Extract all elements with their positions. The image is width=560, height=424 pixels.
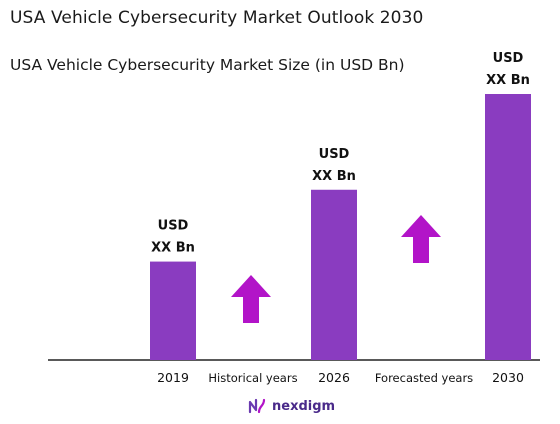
category-label: 2019 bbox=[157, 370, 189, 385]
category-label: 2030 bbox=[492, 370, 524, 385]
data-label: XX Bn bbox=[151, 241, 195, 256]
bar-2026 bbox=[311, 189, 357, 360]
bar-2019 bbox=[150, 261, 196, 360]
period-label: Historical years bbox=[208, 371, 297, 385]
footer-brand: nexdigm bbox=[248, 398, 335, 414]
data-label: USD bbox=[493, 51, 524, 66]
up-arrow-icon bbox=[231, 275, 271, 323]
nexdigm-logo-icon bbox=[248, 398, 266, 414]
chart-subtitle: USA Vehicle Cybersecurity Market Size (i… bbox=[10, 56, 405, 74]
page-title: USA Vehicle Cybersecurity Market Outlook… bbox=[10, 8, 424, 28]
data-label: USD bbox=[319, 147, 350, 162]
period-label: Forecasted years bbox=[375, 371, 473, 385]
data-label: XX Bn bbox=[312, 169, 356, 184]
data-label: XX Bn bbox=[486, 73, 530, 88]
category-label: 2026 bbox=[318, 370, 350, 385]
data-label: USD bbox=[158, 219, 189, 234]
brand-name: nexdigm bbox=[272, 398, 336, 414]
up-arrow-icon bbox=[401, 215, 441, 263]
bar-2030 bbox=[485, 94, 531, 360]
